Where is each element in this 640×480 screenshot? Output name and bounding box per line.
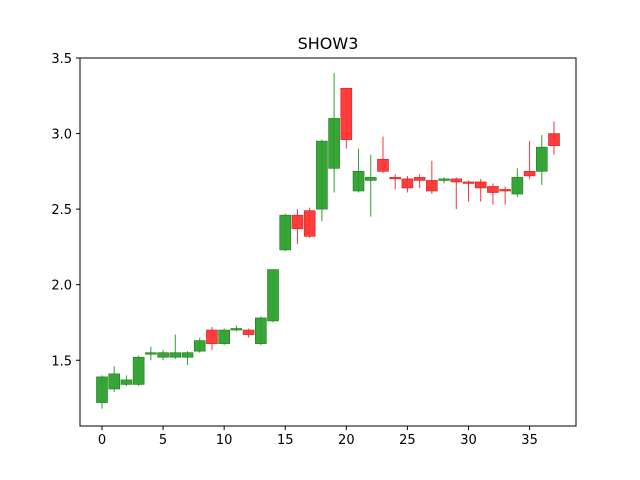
candle-body <box>242 329 255 335</box>
candle-body <box>96 376 108 403</box>
candle-6 <box>169 334 182 359</box>
candle-body <box>413 177 426 181</box>
x-tick-label: 30 <box>460 433 477 448</box>
candle-body <box>303 210 316 237</box>
candle-0 <box>96 375 108 409</box>
candle-18 <box>316 139 328 222</box>
candle-body <box>487 186 499 193</box>
candle-body <box>169 352 182 358</box>
candle-body <box>462 181 475 184</box>
x-tick-label: 20 <box>338 433 355 448</box>
y-tick-label: 1.5 <box>51 354 72 369</box>
candle-2 <box>120 375 133 386</box>
candle-22 <box>364 154 377 217</box>
x-tick-label: 15 <box>277 433 294 448</box>
candle-body <box>132 356 145 385</box>
candle-body <box>181 352 194 358</box>
candles-layer <box>96 73 560 409</box>
candle-body <box>145 352 157 355</box>
candle-24 <box>389 174 401 190</box>
candle-19 <box>328 73 340 193</box>
y-tick-label: 3.5 <box>51 52 72 67</box>
candle-27 <box>426 160 438 195</box>
candle-body <box>474 181 487 189</box>
candle-body <box>523 171 536 177</box>
candle-30 <box>462 180 475 202</box>
candle-body <box>438 178 450 181</box>
candle-34 <box>511 168 524 198</box>
candle-15 <box>279 213 292 252</box>
candle-9 <box>206 327 218 350</box>
candle-body <box>108 373 121 390</box>
candle-body <box>255 317 267 344</box>
candle-body <box>206 329 218 344</box>
candle-14 <box>267 269 279 323</box>
candle-20 <box>340 87 353 149</box>
y-axis: 1.5 2.0 2.5 3.0 3.5 <box>51 52 80 369</box>
candle-body <box>401 178 414 189</box>
candle-body <box>316 140 328 210</box>
candle-body <box>120 379 133 385</box>
candle-5 <box>157 349 169 361</box>
candle-body <box>499 189 511 192</box>
candle-body <box>548 133 560 146</box>
candle-body <box>389 177 401 180</box>
x-tick-label: 35 <box>521 433 538 448</box>
candle-body <box>267 269 279 322</box>
candle-35 <box>523 141 536 179</box>
candle-body <box>230 328 243 331</box>
candle-body <box>279 214 292 251</box>
candle-21 <box>352 148 365 193</box>
candle-3 <box>132 355 145 386</box>
chart-title: SHOW3 <box>298 34 359 53</box>
candle-body <box>535 146 548 172</box>
candle-8 <box>193 337 206 353</box>
candle-body <box>157 352 169 358</box>
y-tick-label: 2.5 <box>51 203 72 218</box>
candle-body <box>364 177 377 181</box>
candle-28 <box>438 177 450 184</box>
candle-26 <box>413 174 426 188</box>
candle-17 <box>303 207 316 238</box>
y-tick-label: 3.0 <box>51 128 72 143</box>
candle-33 <box>499 186 511 205</box>
x-tick-label: 0 <box>98 433 106 448</box>
plot-frame <box>79 57 577 427</box>
candle-10 <box>218 328 230 346</box>
candle-body <box>426 180 438 192</box>
candle-body <box>340 87 353 140</box>
candle-31 <box>474 178 487 202</box>
candle-16 <box>291 209 304 244</box>
x-tick-label: 5 <box>159 433 167 448</box>
candle-body <box>511 177 524 195</box>
x-tick-label: 10 <box>216 433 233 448</box>
x-tick-label: 25 <box>399 433 416 448</box>
candle-37 <box>548 121 560 155</box>
candle-body <box>218 329 230 344</box>
candle-body <box>328 118 340 169</box>
candle-body <box>450 178 463 183</box>
candle-29 <box>450 177 463 210</box>
candle-23 <box>377 136 389 173</box>
candle-12 <box>242 328 255 338</box>
y-tick-label: 2.0 <box>51 279 72 294</box>
candle-body <box>377 158 389 172</box>
candle-25 <box>401 175 414 193</box>
candle-36 <box>535 135 548 185</box>
candle-1 <box>108 366 121 392</box>
candle-body <box>352 171 365 192</box>
candle-7 <box>181 351 194 365</box>
candle-11 <box>230 325 243 332</box>
candle-13 <box>255 316 267 346</box>
candle-body <box>291 214 304 230</box>
candle-4 <box>145 346 157 361</box>
candle-32 <box>487 183 499 205</box>
x-axis: 0 5 10 15 20 25 30 35 <box>98 426 538 448</box>
candle-body <box>193 340 206 352</box>
